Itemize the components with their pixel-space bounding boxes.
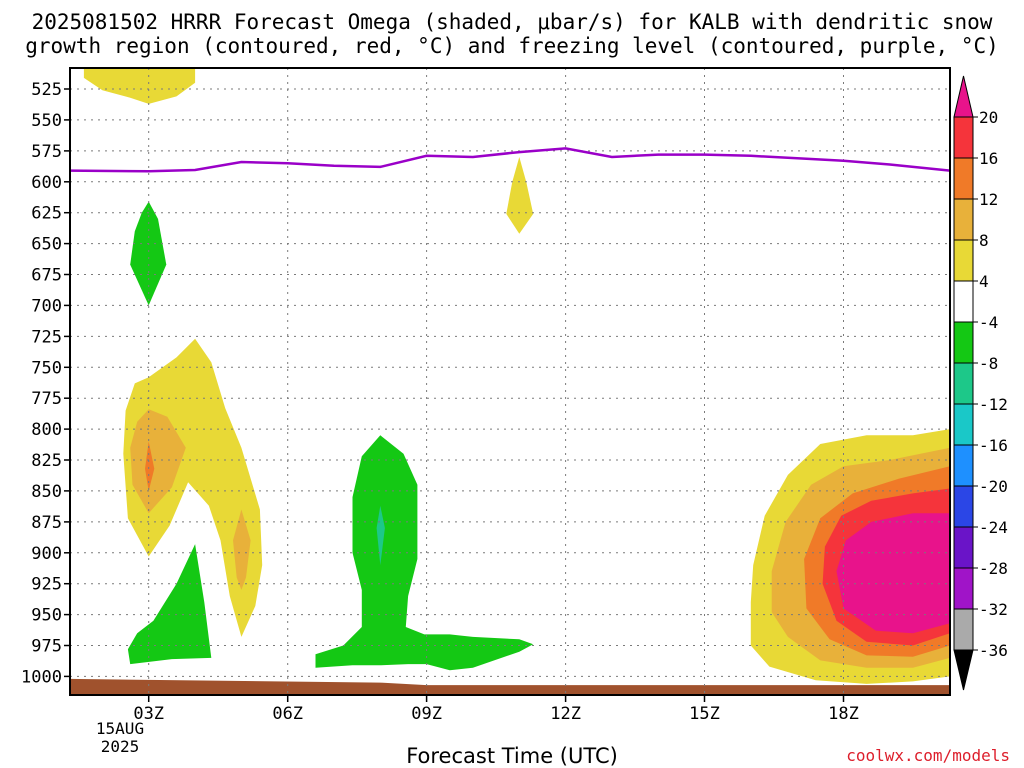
x-tick-label: 12Z (550, 704, 581, 724)
y-tick-label: 725 (31, 327, 62, 347)
x-axis: 03Z 06Z 09Z 12Z 15Z 18Z (133, 695, 859, 724)
date-label-year: 2025 (100, 737, 140, 756)
colorbar-bin (953, 608, 974, 651)
colorbar-top-arrow (953, 75, 974, 118)
colorbar-label: 16 (979, 149, 998, 168)
x-tick-label: 03Z (133, 704, 164, 724)
colorbar-bin (953, 157, 974, 200)
colorbar-label: -16 (979, 436, 1008, 455)
colorbar-bin (953, 321, 974, 364)
omega-regions (83, 68, 950, 684)
chart-title-line-2: growth region (contoured, red, °C) and f… (25, 34, 999, 58)
y-tick-label: 700 (31, 296, 62, 316)
y-tick-label: 850 (31, 482, 62, 502)
y-tick-label: 900 (31, 544, 62, 564)
omega-region (83, 68, 196, 104)
y-tick-label: 750 (31, 358, 62, 378)
colorbar-bottom-arrow (953, 649, 974, 691)
colorbar-label: -20 (979, 477, 1008, 496)
y-axis: 525 550 575 600 625 650 675 700 725 750 775 800 825 8… (21, 80, 70, 687)
colorbar-label: -4 (979, 313, 998, 332)
y-tick-label: 950 (31, 606, 62, 626)
colorbar-bin (953, 116, 974, 159)
colorbar-bin (953, 526, 974, 569)
colorbar-label: 20 (979, 108, 998, 127)
date-label: 15AUG 2025 (94, 720, 146, 756)
y-tick-label: 625 (31, 204, 62, 224)
freezing-level-line (69, 147, 951, 173)
colorbar-label: -24 (979, 518, 1008, 537)
colorbar: 20 16 12 8 4 -4 -8 -12 -16 -20 -24 -28 -32 -36 (953, 75, 1008, 691)
omega-region (506, 157, 534, 234)
chart-title-line-1: 2025081502 HRRR Forecast Omega (shaded, … (31, 10, 993, 34)
y-tick-label: 825 (31, 451, 62, 471)
colorbar-bin (953, 403, 974, 446)
y-tick-label: 525 (31, 80, 62, 100)
y-tick-label: 650 (31, 235, 62, 255)
x-tick-label: 18Z (828, 704, 859, 724)
freezing-level-layer (69, 147, 951, 173)
y-tick-label: 575 (31, 142, 62, 162)
omega-region (376, 505, 385, 566)
y-tick-label: 1000 (21, 667, 62, 687)
colorbar-label: 8 (979, 231, 989, 250)
colorbar-bin (953, 198, 974, 241)
colorbar-bin (953, 567, 974, 610)
omega-region (145, 441, 155, 491)
date-label-day: 15AUG (95, 719, 145, 738)
ground-layer (70, 678, 950, 695)
colorbar-bin (953, 485, 974, 528)
y-tick-label: 925 (31, 575, 62, 595)
omega-region (836, 513, 950, 634)
x-tick-label: 09Z (411, 704, 442, 724)
colorbar-bin (953, 280, 974, 323)
omega-region (130, 409, 186, 514)
colorbar-label: -28 (979, 559, 1008, 578)
ground-terrain (70, 678, 950, 695)
x-tick-label: 06Z (272, 704, 303, 724)
y-tick-label: 875 (31, 513, 62, 533)
credit-link[interactable]: coolwx.com/models (846, 746, 1010, 765)
y-tick-label: 675 (31, 266, 62, 286)
omega-region (315, 435, 534, 671)
y-tick-label: 600 (31, 173, 62, 193)
x-tick-label: 15Z (689, 704, 720, 724)
y-tick-label: 775 (31, 389, 62, 409)
y-tick-label: 800 (31, 420, 62, 440)
colorbar-bin (953, 362, 974, 405)
x-axis-label: Forecast Time (UTC) (406, 744, 618, 768)
colorbar-label: 4 (979, 272, 989, 291)
colorbar-bin (953, 444, 974, 487)
plot-frame (69, 67, 951, 696)
omega-region (127, 544, 212, 665)
colorbar-label: -36 (979, 641, 1008, 660)
colorbar-label: -32 (979, 600, 1008, 619)
colorbar-label: 12 (979, 190, 998, 209)
colorbar-label: -12 (979, 395, 1008, 414)
colorbar-label: -8 (979, 354, 998, 373)
y-tick-label: 975 (31, 637, 62, 657)
omega-region (130, 201, 167, 306)
omega-region (233, 509, 251, 590)
y-tick-label: 550 (31, 111, 62, 131)
colorbar-bin (953, 239, 974, 282)
